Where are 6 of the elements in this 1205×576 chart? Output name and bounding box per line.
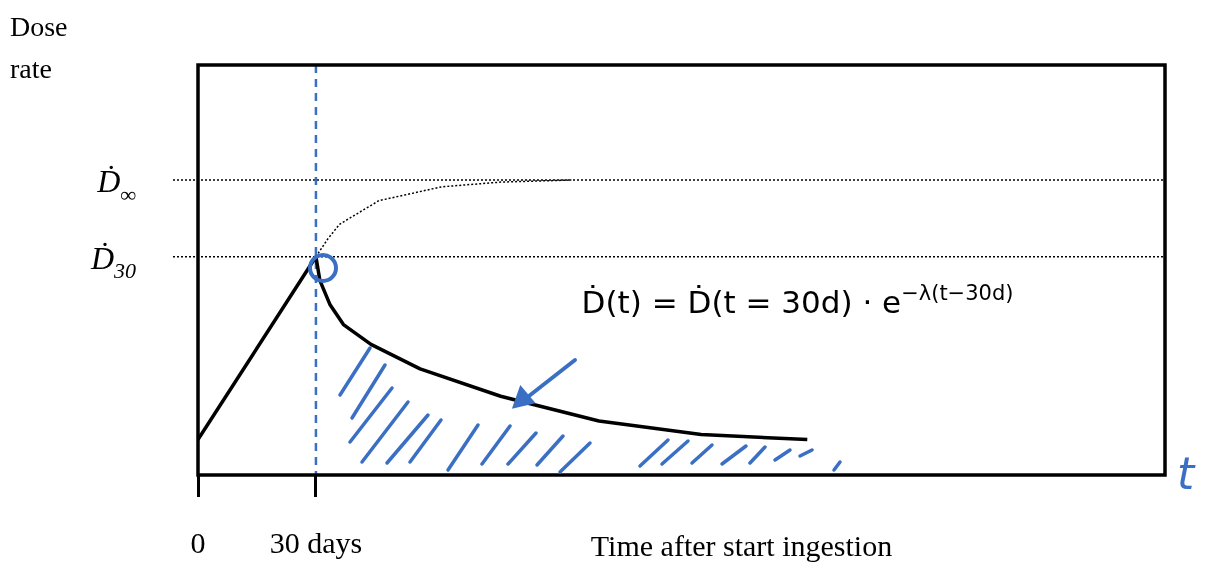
text: Dose rate: [10, 11, 68, 84]
text: t: [1177, 448, 1196, 499]
x-tick-label: 0: [190, 525, 206, 559]
x-axis-title: Time after start ingestion: [590, 529, 893, 562]
x-tick-label: 30 days: [269, 525, 363, 559]
ref-line-label: Ḋ∞: [96, 163, 137, 207]
